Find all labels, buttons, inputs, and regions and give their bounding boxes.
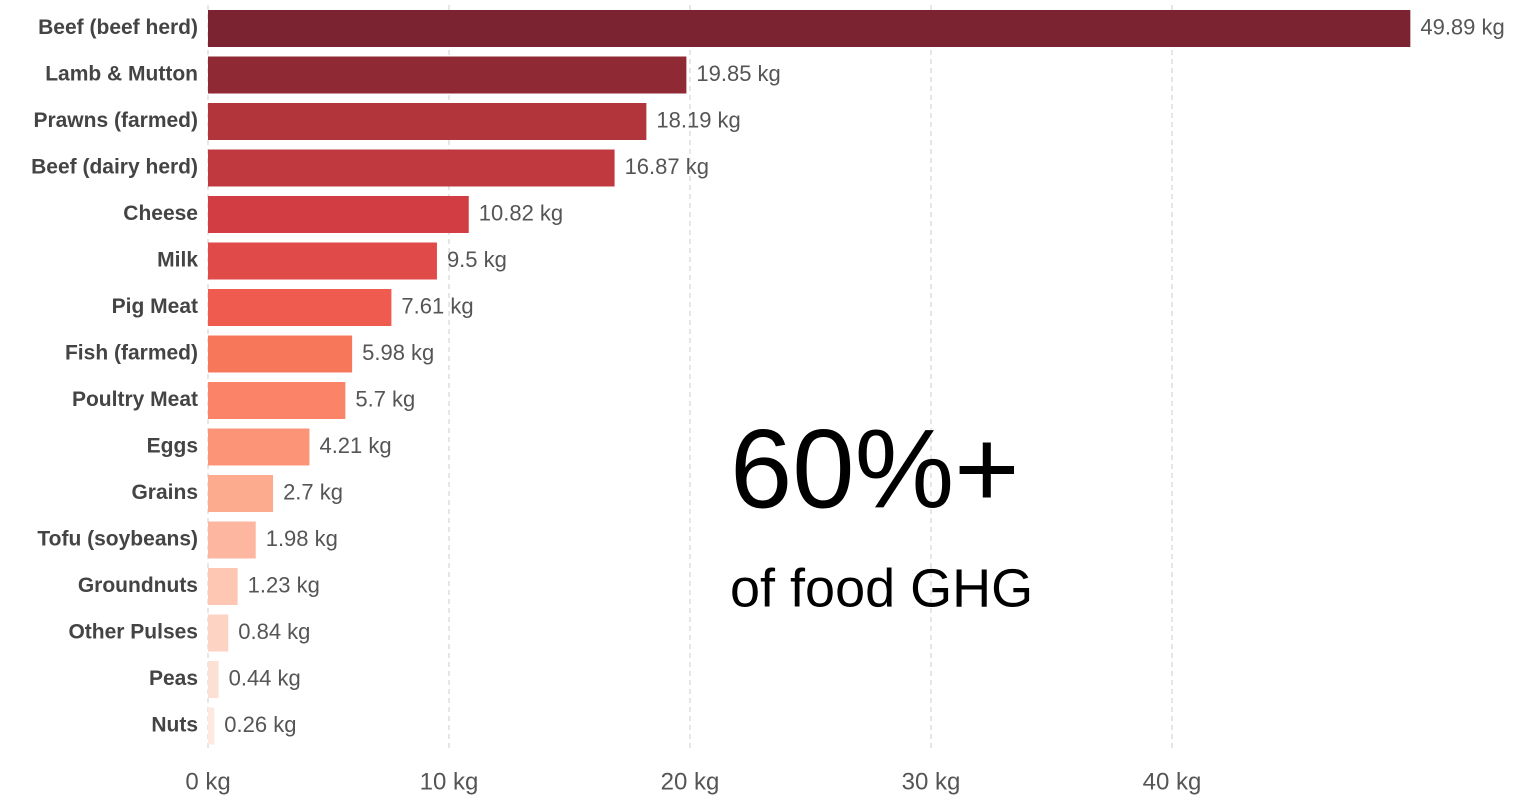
category-label: Eggs: [147, 435, 198, 458]
category-label: Other Pulses: [68, 621, 198, 644]
category-label: Prawns (farmed): [33, 109, 198, 132]
value-label: 0.26 kg: [224, 712, 296, 737]
bar: [208, 10, 1411, 47]
value-label: 7.61 kg: [401, 293, 473, 318]
category-label: Cheese: [123, 202, 198, 225]
bar: [208, 568, 238, 605]
bar: [208, 149, 615, 187]
bar: [208, 196, 469, 233]
bar: [208, 56, 687, 94]
value-label: 9.5 kg: [447, 247, 507, 272]
value-label: 19.85 kg: [696, 61, 780, 86]
bar: [208, 242, 437, 280]
value-label: 0.84 kg: [238, 619, 310, 644]
value-label: 10.82 kg: [479, 200, 563, 225]
category-label: Poultry Meat: [72, 388, 198, 411]
bars: [208, 10, 1411, 745]
category-label: Peas: [149, 667, 198, 690]
value-label: 4.21 kg: [319, 433, 391, 458]
bar: [208, 382, 346, 419]
category-label: Groundnuts: [78, 574, 198, 597]
bar: [208, 428, 310, 466]
value-label: 0.44 kg: [229, 665, 301, 690]
bar: [208, 103, 647, 140]
x-tick-label: 10 kg: [420, 768, 479, 795]
category-label: Milk: [157, 249, 198, 272]
x-tick-label: 0 kg: [185, 768, 230, 795]
value-label: 5.98 kg: [362, 340, 434, 365]
value-label: 2.7 kg: [283, 479, 343, 504]
x-tick-label: 30 kg: [902, 768, 961, 795]
x-tick-label: 40 kg: [1143, 768, 1202, 795]
category-label: Grains: [131, 481, 198, 504]
category-label: Beef (dairy herd): [31, 156, 198, 179]
bar: [208, 521, 256, 559]
category-label: Fish (farmed): [65, 342, 198, 365]
annotation-big: 60%+: [730, 407, 1020, 532]
category-label: Lamb & Mutton: [45, 63, 198, 86]
x-tick-label: 20 kg: [661, 768, 720, 795]
value-label: 1.98 kg: [266, 526, 338, 551]
bar: [208, 335, 353, 373]
bar: [208, 707, 215, 745]
bar: [208, 614, 229, 652]
category-label: Pig Meat: [112, 295, 198, 318]
value-label: 49.89 kg: [1420, 14, 1504, 39]
value-label: 1.23 kg: [248, 572, 320, 597]
category-label: Beef (beef herd): [38, 16, 198, 39]
bar: [208, 475, 274, 512]
annotation-small: of food GHG: [730, 558, 1033, 618]
value-label: 5.7 kg: [355, 386, 415, 411]
bar: [208, 289, 392, 326]
category-label: Nuts: [151, 714, 198, 737]
category-label: Tofu (soybeans): [37, 528, 198, 551]
value-label: 16.87 kg: [625, 154, 709, 179]
grid: [207, 5, 1173, 750]
value-label: 18.19 kg: [656, 107, 740, 132]
bar: [208, 661, 219, 698]
